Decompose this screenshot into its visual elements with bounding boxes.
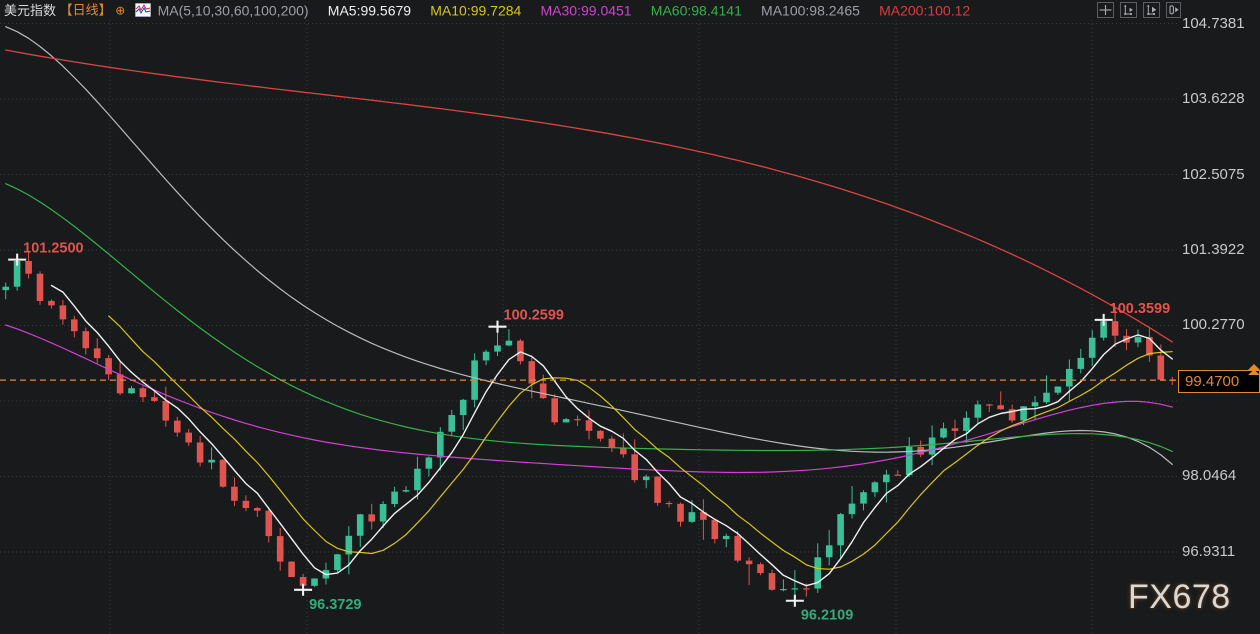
svg-text:100.3599: 100.3599 bbox=[1110, 301, 1170, 317]
svg-text:96.2109: 96.2109 bbox=[801, 608, 853, 624]
svg-text:96.3729: 96.3729 bbox=[309, 597, 361, 613]
svg-text:100.2599: 100.2599 bbox=[504, 308, 564, 324]
svg-text:101.2500: 101.2500 bbox=[23, 241, 83, 257]
